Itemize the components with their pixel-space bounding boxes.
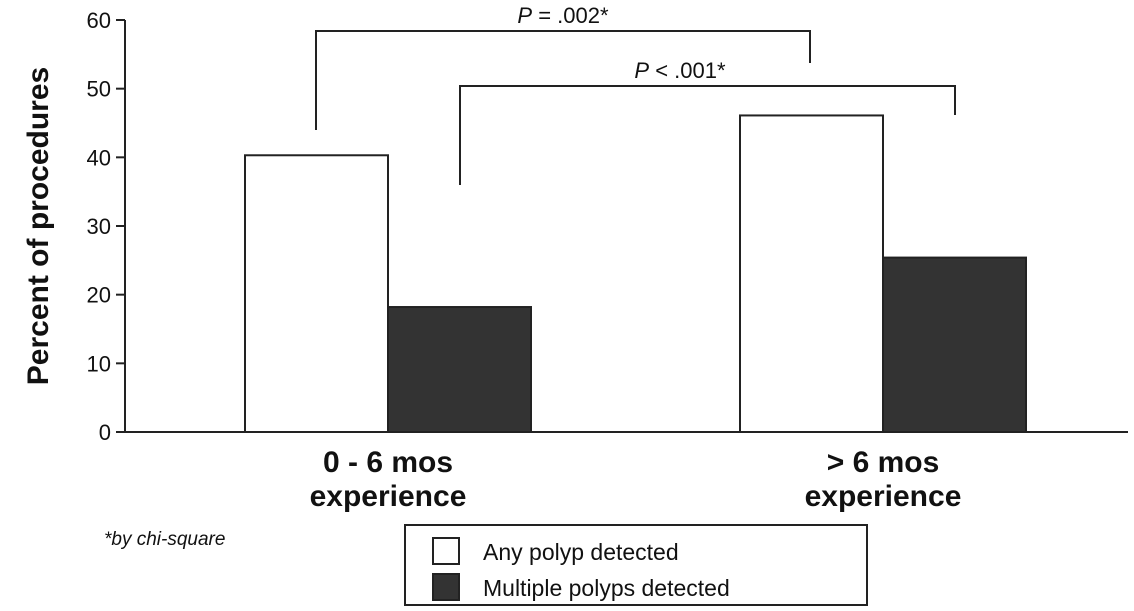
bar-multiple-polyps-1 bbox=[882, 256, 1027, 433]
legend-label: Multiple polyps detected bbox=[483, 575, 730, 601]
x-category-label: experience bbox=[310, 480, 467, 513]
y-tick-label: 30 bbox=[87, 214, 111, 239]
y-tick-label: 50 bbox=[87, 77, 111, 102]
significance-bracket bbox=[459, 85, 956, 185]
legend-border bbox=[404, 524, 868, 606]
bar-multiple-polyps-0 bbox=[387, 306, 532, 434]
significance-bracket bbox=[315, 30, 811, 130]
y-tick-label: 0 bbox=[99, 420, 111, 445]
legend-swatch bbox=[432, 573, 460, 601]
p-symbol: P bbox=[517, 3, 532, 28]
legend-swatch bbox=[432, 537, 460, 565]
p-value-label: P = .002* bbox=[517, 3, 609, 28]
legend: Any polyp detected Multiple polyps detect… bbox=[404, 524, 868, 606]
footnote: *by chi-square bbox=[104, 529, 225, 550]
bar-any-polyp-1 bbox=[739, 114, 884, 434]
y-tick-label: 60 bbox=[87, 8, 111, 33]
p-value-text: = .002* bbox=[532, 3, 609, 28]
p-value-label: P < .001* bbox=[634, 58, 726, 83]
bar-any-polyp-0 bbox=[244, 154, 389, 433]
significance-brackets: P = .002*P < .001* bbox=[315, 3, 956, 185]
x-category-label: 0 - 6 mos bbox=[323, 446, 453, 479]
p-value-text: < .001* bbox=[649, 58, 726, 83]
x-category-label: > 6 mos bbox=[827, 446, 940, 479]
y-tick-label: 40 bbox=[87, 145, 111, 170]
p-symbol: P bbox=[634, 58, 649, 83]
bars bbox=[244, 114, 1027, 434]
y-tick-label: 20 bbox=[87, 283, 111, 308]
y-tick-label: 10 bbox=[87, 351, 111, 376]
x-category-label: experience bbox=[805, 480, 962, 513]
legend-label: Any polyp detected bbox=[483, 539, 679, 565]
y-axis-label: Percent of procedures bbox=[22, 67, 55, 385]
y-axis: 0 10 20 30 40 50 60 bbox=[87, 8, 126, 445]
